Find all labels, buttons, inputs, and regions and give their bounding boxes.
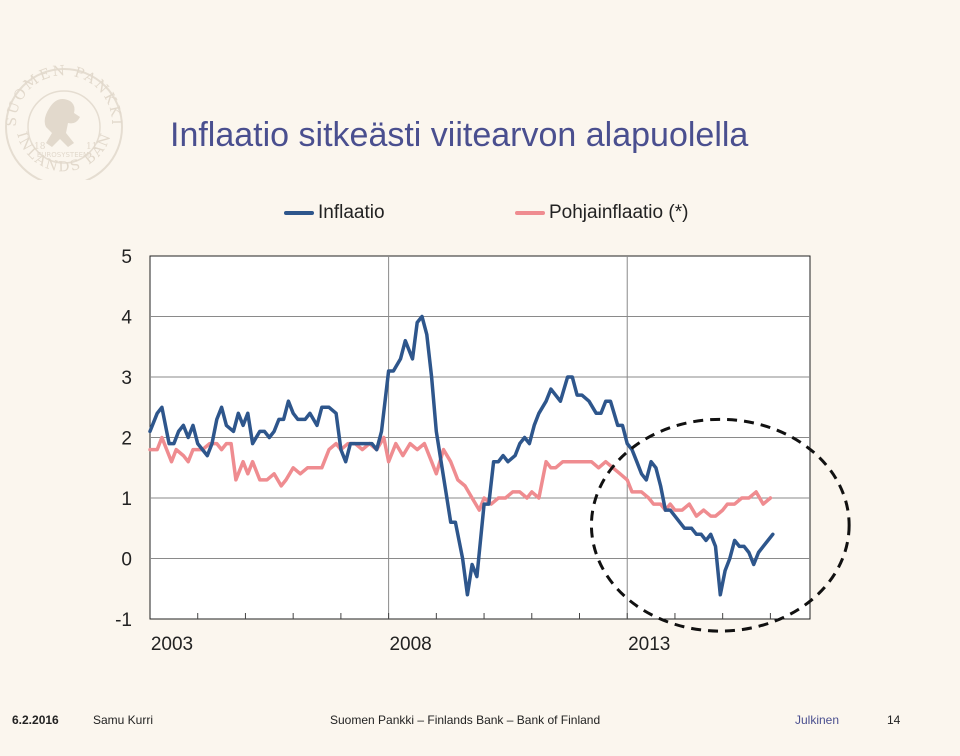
inflation-chart: 5 4 3 2 1 0 -1 2003 2008 2013 bbox=[115, 247, 851, 655]
seal-lion-icon bbox=[44, 99, 80, 147]
footer-classification: Julkinen bbox=[795, 713, 840, 727]
logo-text-mid: EUROSYSTEEMI bbox=[37, 151, 91, 159]
y-tick-label: 0 bbox=[121, 550, 132, 571]
footer-date: 6.2.2016 bbox=[12, 713, 59, 727]
logo-year-right: 11 bbox=[86, 142, 97, 152]
footer-organization: Suomen Pankki – Finlands Bank – Bank of … bbox=[330, 713, 601, 727]
legend-item-pohjainflaatio: Pohjainflaatio (*) bbox=[515, 202, 688, 224]
legend-label-inflaatio: Inflaatio bbox=[318, 202, 385, 223]
legend-item-inflaatio: Inflaatio bbox=[284, 202, 385, 224]
y-tick-label: 5 bbox=[121, 247, 132, 268]
bank-seal-logo: SUOMEN PANKKI FINLANDS BANK EUROSYSTEEMI… bbox=[0, 45, 123, 180]
y-tick-label: 3 bbox=[121, 368, 132, 389]
y-tick-label: 4 bbox=[121, 308, 132, 329]
footer-page-number: 14 bbox=[887, 713, 901, 727]
page-title: Inflaatio sitkeästi viitearvon alapuolel… bbox=[170, 116, 749, 154]
logo-year-left: 18 bbox=[34, 142, 46, 152]
y-tick-label: 2 bbox=[121, 429, 132, 450]
y-tick-label: 1 bbox=[121, 489, 132, 510]
series-line-inflaatio bbox=[148, 314, 775, 597]
footer-author: Samu Kurri bbox=[93, 713, 154, 727]
legend-swatch-inflaatio bbox=[284, 211, 314, 215]
x-tick-label: 2003 bbox=[151, 634, 193, 655]
highlight-circle bbox=[589, 417, 851, 633]
legend-label-pohjainflaatio: Pohjainflaatio (*) bbox=[549, 202, 689, 223]
y-tick-label: -1 bbox=[115, 610, 132, 631]
legend-swatch-pohjainflaatio bbox=[515, 211, 545, 215]
x-tick-label: 2013 bbox=[628, 634, 670, 655]
x-tick-label: 2008 bbox=[389, 634, 431, 655]
